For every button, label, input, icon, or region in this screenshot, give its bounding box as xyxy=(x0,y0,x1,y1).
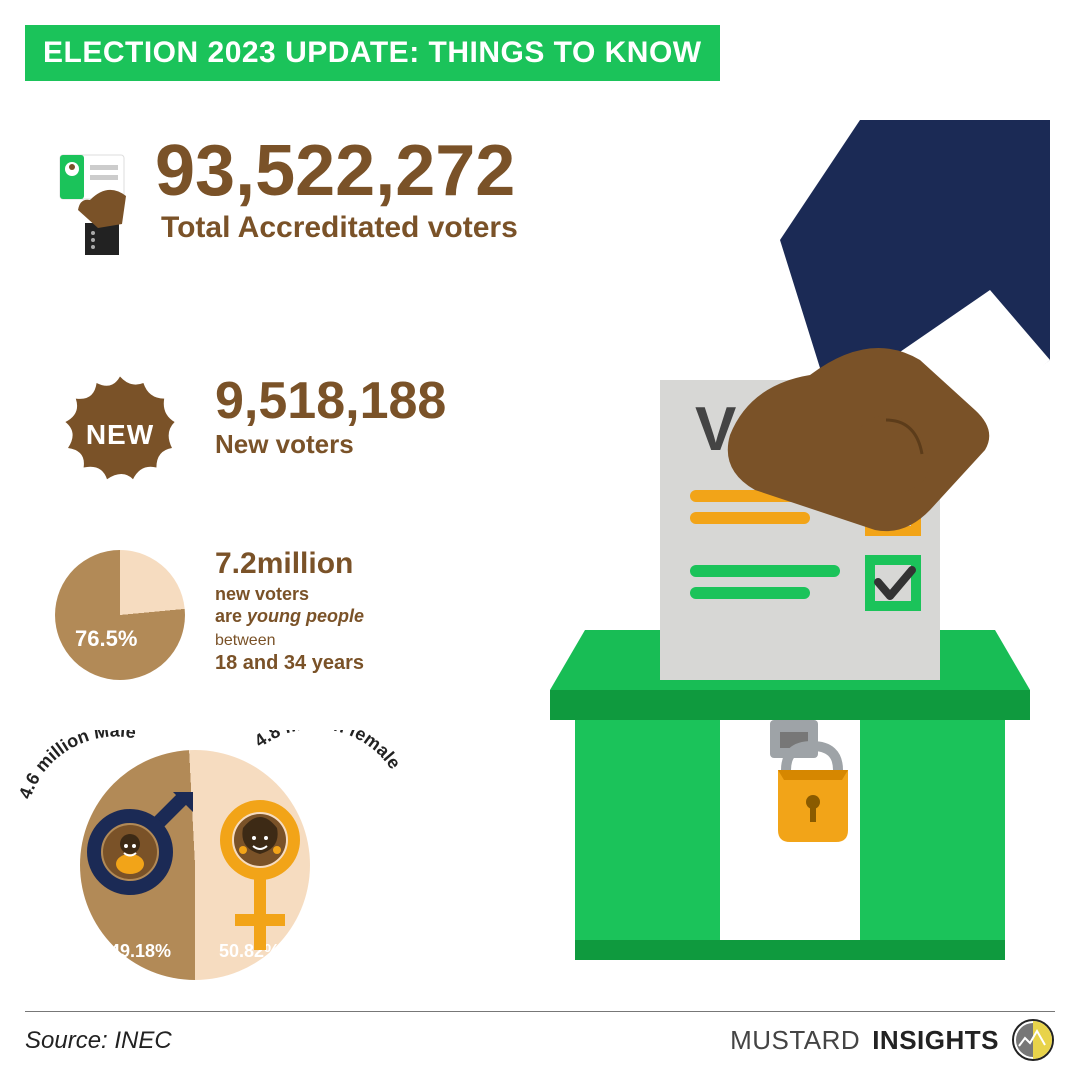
brand-logo-icon xyxy=(1011,1018,1055,1062)
young-voters-pie: 76.5% xyxy=(55,550,185,680)
header-title: ELECTION 2023 UPDATE: THINGS TO KNOW xyxy=(43,36,702,70)
young-line5: 18 and 34 years xyxy=(215,651,364,676)
ballot-illustration: VOTE xyxy=(530,120,1050,970)
male-pct: 49.18% xyxy=(110,941,171,962)
total-voters-label: Total Accreditated voters xyxy=(155,211,518,245)
young-line2: new voters xyxy=(215,583,364,606)
young-voters-pct: 76.5% xyxy=(75,626,137,652)
svg-text:4.8 million female: 4.8 million female xyxy=(255,730,405,773)
source-text: Source: INEC xyxy=(25,1027,172,1055)
male-symbol-icon xyxy=(85,790,195,905)
new-voters-value: 9,518,188 xyxy=(215,375,446,427)
young-line4: between xyxy=(215,631,364,651)
new-badge-text: NEW xyxy=(86,419,154,451)
total-voters-stat: 93,522,272 Total Accreditated voters xyxy=(155,135,518,245)
young-line1: 7.2million xyxy=(215,545,364,583)
brand-light: MUSTARD xyxy=(730,1025,860,1056)
new-badge-icon: NEW xyxy=(55,370,185,500)
brand: MUSTARD INSIGHTS xyxy=(730,1018,1055,1062)
new-voters-label: New voters xyxy=(215,429,446,460)
female-symbol-icon xyxy=(215,800,305,965)
brand-bold: INSIGHTS xyxy=(872,1025,999,1056)
young-line3b: young people xyxy=(247,606,364,626)
young-voters-text: 7.2million new voters are young people b… xyxy=(215,545,364,676)
female-arc-label: 4.8 million female xyxy=(255,730,415,810)
new-voters-stat: 9,518,188 New voters xyxy=(215,375,446,460)
total-voters-value: 93,522,272 xyxy=(155,135,518,207)
voter-card-icon xyxy=(45,145,145,260)
footer-divider xyxy=(25,1011,1055,1012)
hand-icon xyxy=(728,120,1050,531)
header-bar: ELECTION 2023 UPDATE: THINGS TO KNOW xyxy=(25,25,720,81)
